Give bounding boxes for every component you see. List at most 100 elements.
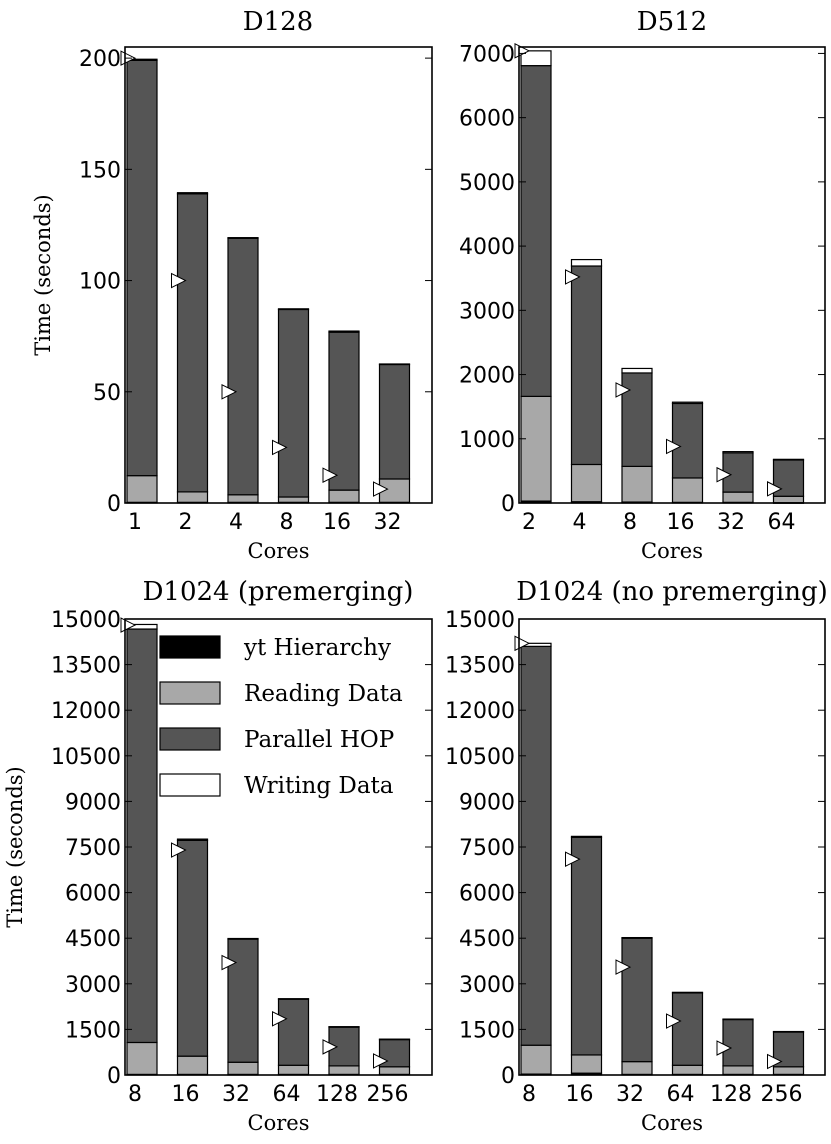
ideal-marker-4 [221, 383, 238, 400]
x-tick-label-2: 2 [179, 510, 193, 535]
x-tick-label-256: 256 [367, 1082, 409, 1107]
y-tick-label: 10500 [445, 745, 515, 770]
y-tick-label: 7000 [459, 42, 515, 67]
bar-writing-data-256 [772, 1030, 805, 1033]
bar-reading-data-8 [520, 1044, 552, 1075]
y-tick-label: 1500 [459, 1018, 515, 1043]
y-tick-label: 1500 [65, 1018, 121, 1043]
chart-panel-d512: D512 Cores 0 1000 2000 3000 4000 5000 6000 7000 2 4… [459, 7, 826, 563]
y-tick-label: 7500 [459, 836, 515, 861]
bar-reading-data-16 [176, 1055, 209, 1075]
ideal-marker-64 [666, 1013, 682, 1029]
x-tick-label-32: 32 [374, 510, 402, 535]
bar-reading-data-8 [126, 1041, 158, 1075]
x-tick-label-64: 64 [667, 1082, 695, 1107]
ideal-marker-32 [615, 959, 632, 975]
y-tick-label: 50 [93, 381, 121, 406]
bar-parallel-hop-32 [378, 363, 411, 480]
bar-parallel-hop-64 [277, 998, 310, 1066]
x-tick-label-4: 4 [229, 510, 243, 535]
bar-parallel-hop-16 [328, 331, 360, 491]
x-tick-label-32: 32 [222, 1082, 250, 1107]
x-tick-label-4: 4 [573, 510, 587, 535]
y-tick-label: 9000 [65, 790, 121, 815]
bar-parallel-hop-32 [722, 452, 754, 493]
y-tick-label: 0 [501, 1064, 515, 1089]
y-tick-label: 6000 [65, 882, 121, 907]
x-tick-label-16: 16 [566, 1082, 594, 1107]
y-tick-label: 4500 [65, 927, 121, 952]
legend-swatch-yt-hierarchy [159, 635, 221, 659]
bar-reading-data-8 [621, 465, 653, 503]
y-tick-label: 9000 [459, 790, 515, 815]
y-tick-label: 0 [107, 1064, 121, 1089]
ideal-marker-2 [171, 272, 187, 289]
bar-parallel-hop-4 [227, 237, 259, 496]
legend-swatch-parallel-hop [159, 727, 221, 751]
bar-writing-data-128 [722, 1018, 754, 1021]
bar-parallel-hop-16 [671, 402, 704, 479]
bar-reading-data-32 [621, 1061, 653, 1075]
x-tick-label-64: 64 [768, 510, 796, 535]
ideal-marker-64 [272, 1010, 288, 1027]
bar-writing-data-4 [570, 258, 603, 267]
ideal-marker-64 [767, 481, 783, 497]
bar-parallel-hop-8 [621, 372, 653, 467]
y-tick-label: 6000 [459, 107, 515, 132]
bar-parallel-hop-8 [277, 308, 310, 498]
bar-writing-data-128 [328, 1026, 360, 1028]
y-tick-label: 0 [501, 492, 515, 517]
chart-panel-d1024-premerging: D1024 (premerging) Cores Time (seconds) 0 15… [3, 577, 433, 1135]
chart-title: D1024 (no premerging) [516, 577, 828, 607]
legend-label-parallel-hop: Parallel HOP [244, 727, 394, 753]
x-axis-label: Cores [641, 539, 703, 563]
ideal-marker-32 [221, 954, 238, 971]
x-tick-label-16: 16 [323, 510, 351, 535]
y-tick-label: 15000 [51, 608, 121, 633]
bar-reading-data-16 [328, 489, 360, 503]
bar-writing-data-32 [722, 451, 754, 454]
bar-reading-data-64 [277, 1064, 310, 1075]
bar-parallel-hop-1 [126, 59, 158, 477]
bar-reading-data-64 [671, 1064, 704, 1075]
bar-reading-data-2 [520, 395, 552, 502]
y-tick-label: 12000 [445, 699, 515, 724]
ideal-marker-16 [666, 438, 682, 455]
y-tick-label: 13500 [51, 654, 121, 679]
legend-label-yt-hierarchy: yt Hierarchy [243, 635, 391, 661]
bar-parallel-hop-64 [671, 992, 704, 1066]
y-tick-label: 100 [79, 270, 121, 295]
bar-reading-data-16 [570, 1054, 603, 1074]
bar-parallel-hop-32 [621, 937, 653, 1063]
ideal-marker-128 [716, 1040, 733, 1056]
bar-writing-data-16 [328, 330, 360, 333]
x-tick-label-16: 16 [667, 510, 695, 535]
x-tick-label-1: 1 [128, 510, 142, 535]
bar-writing-data-256 [378, 1038, 411, 1041]
ideal-marker-4 [565, 269, 581, 285]
chart-panel-d128: D128 Cores Time (seconds) 0 50 100 150 200 1 2 4 8 1… [31, 7, 433, 563]
bar-parallel-hop-8 [126, 628, 158, 1044]
ideal-marker-8 [615, 382, 632, 398]
bar-reading-data-128 [328, 1065, 360, 1075]
bar-parallel-hop-64 [772, 459, 805, 497]
bar-writing-data-16 [570, 835, 603, 838]
ideal-marker-16 [565, 851, 581, 867]
bar-writing-data-32 [227, 937, 259, 940]
y-axis-label: Time (seconds) [3, 766, 27, 927]
bar-writing-data-8 [621, 367, 653, 374]
bar-writing-data-64 [671, 991, 704, 994]
x-tick-label-8: 8 [128, 1082, 142, 1107]
y-tick-label: 5000 [459, 171, 515, 196]
y-tick-label: 0 [107, 492, 121, 517]
x-axis-label: Cores [641, 1111, 703, 1135]
ideal-marker-32 [373, 481, 389, 497]
bar-writing-data-2 [520, 50, 552, 67]
chart-panel-d1024-no-premerging: D1024 (no premerging) Cores 0 1500 3000 4500 6… [445, 577, 828, 1135]
chart-title: D512 [637, 7, 707, 37]
bar-reading-data-64 [772, 495, 805, 504]
bar-parallel-hop-256 [378, 1038, 411, 1068]
x-tick-label-2: 2 [522, 510, 536, 535]
ideal-marker-8 [272, 439, 288, 456]
legend-label-reading-data: Reading Data [244, 681, 403, 707]
